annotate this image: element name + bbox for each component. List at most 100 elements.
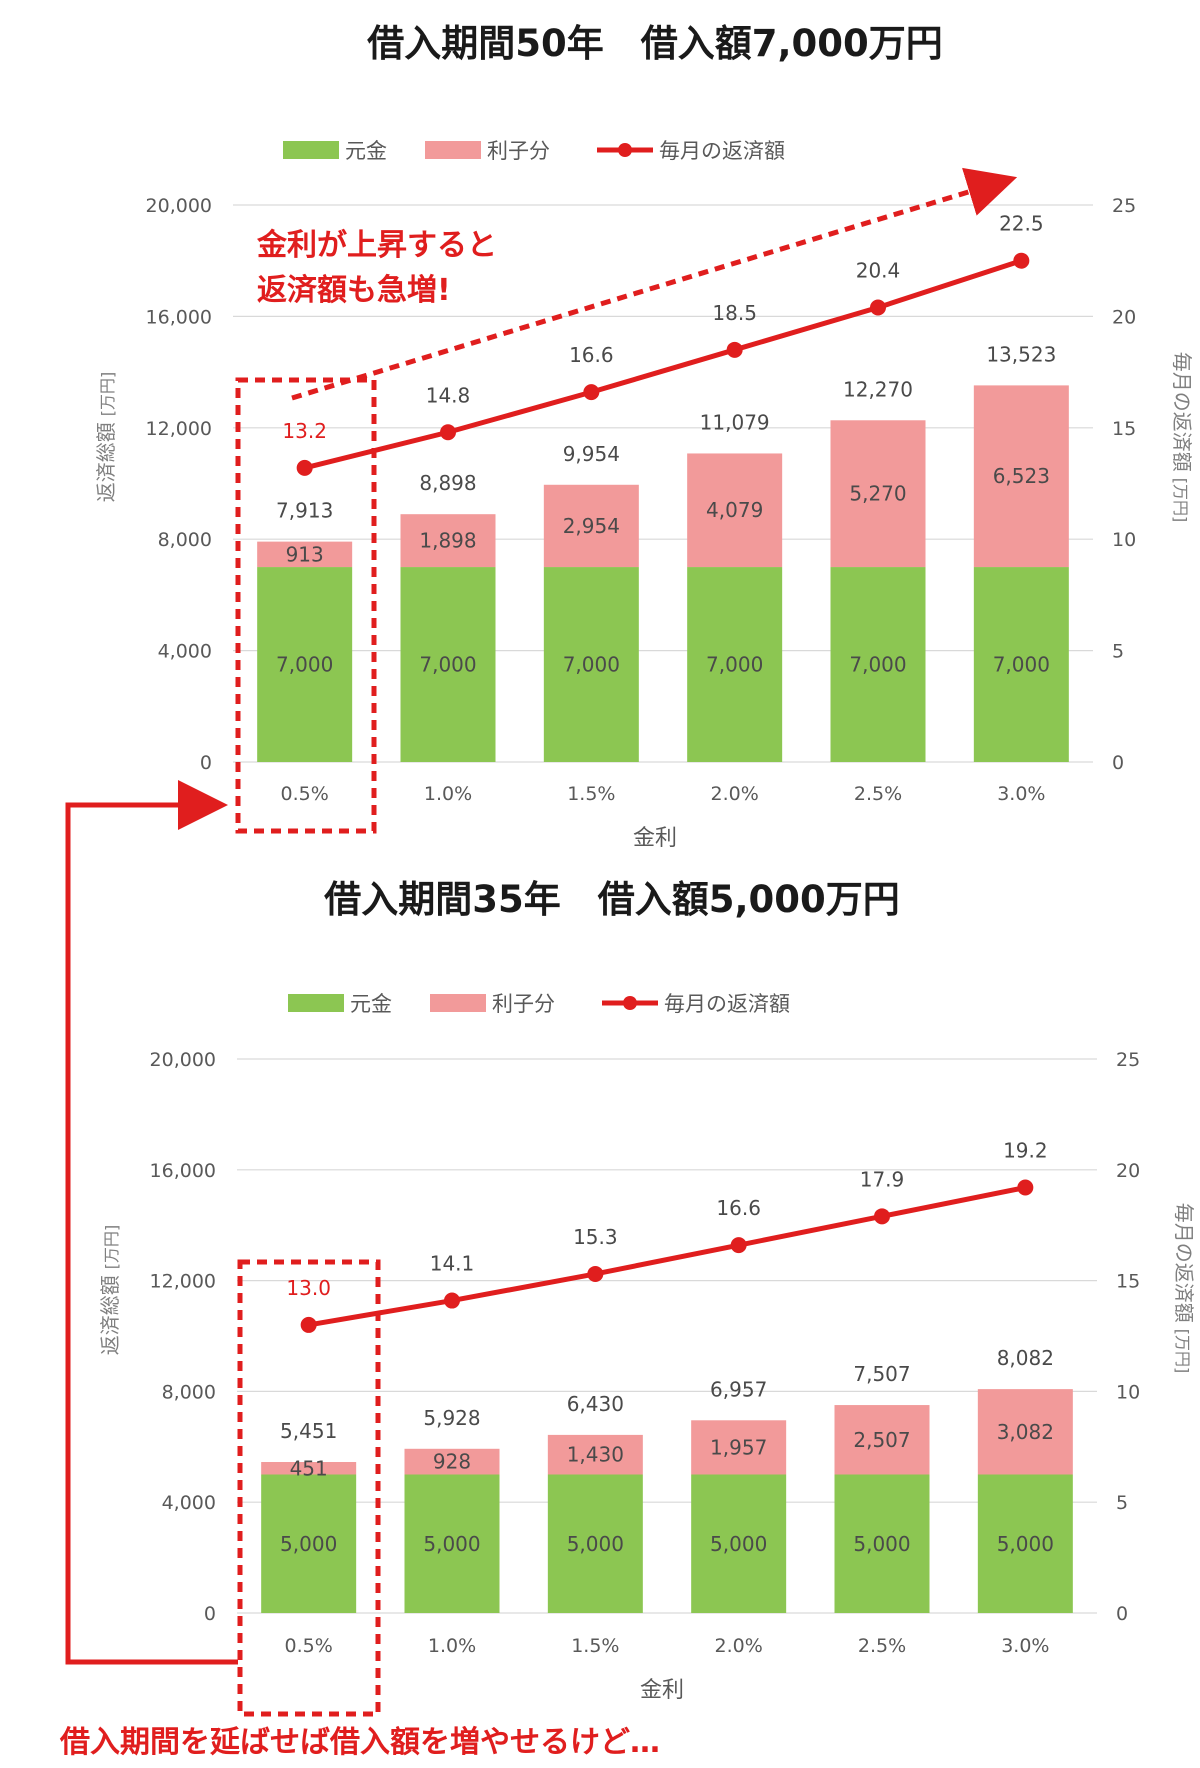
line-data-label: 22.5: [999, 212, 1044, 236]
y2-tick-label: 0: [1112, 752, 1124, 774]
y2-axis-title: 毎月の返済額[万円]: [1172, 1203, 1196, 1374]
legend-label: 利子分: [487, 139, 550, 163]
footer-note: 借入期間を延ばせば借入額を増やせるけど…: [59, 1725, 660, 1760]
chart-title: 借入期間35年 借入額5,000万円: [323, 878, 900, 921]
legend-label: 元金: [350, 992, 392, 1016]
interest-data-label: 451: [290, 1456, 328, 1480]
interest-data-label: 5,270: [849, 482, 906, 506]
line-point: [300, 1316, 317, 1333]
bar-principal: [257, 567, 353, 762]
x-tick-label: 2.5%: [858, 1635, 906, 1657]
y2-tick-label: 15: [1116, 1271, 1140, 1293]
total-data-label: 13,523: [986, 342, 1056, 366]
bar-principal: [834, 1474, 930, 1613]
bar-interest: [834, 1405, 930, 1475]
line-data-label: 20.4: [856, 258, 901, 282]
interest-data-label: 1,898: [419, 529, 476, 553]
y2-tick-label: 5: [1112, 641, 1124, 663]
y-tick-label: 12,000: [150, 1271, 216, 1293]
x-axis-title: 金利: [633, 826, 677, 851]
bar-interest: [691, 1420, 787, 1475]
line-data-label: 18.5: [712, 301, 757, 325]
line-data-label: 13.2: [282, 419, 327, 443]
line-point: [444, 1292, 460, 1309]
principal-data-label: 7,000: [276, 653, 333, 677]
y-axis-ticks: 0 4,000 8,000 12,000 16,000 20,000: [150, 1049, 216, 1625]
x-tick-label: 1.5%: [567, 783, 615, 805]
line-data-label: 19.2: [1003, 1139, 1048, 1163]
x-axis-title: 金利: [640, 1678, 684, 1703]
interest-data-label: 2,507: [853, 1428, 910, 1452]
line-point: [730, 1237, 747, 1254]
y2-tick-label: 20: [1116, 1160, 1140, 1182]
interest-data-label: 928: [433, 1450, 471, 1474]
x-tick-label: 3.0%: [1001, 1635, 1049, 1657]
x-tick-label: 1.5%: [571, 1635, 619, 1657]
line-data-label: 16.6: [569, 343, 614, 367]
y-tick-label: 20,000: [146, 195, 212, 217]
line-point: [1013, 252, 1030, 269]
total-data-label: 8,898: [419, 471, 476, 495]
y2-tick-label: 0: [1116, 1603, 1128, 1625]
y-axis-title: 返済総額[万円]: [98, 1225, 122, 1356]
line-point: [1017, 1179, 1034, 1196]
y-axis-title: 返済総額[万円]: [94, 372, 118, 503]
interest-data-label: 1,430: [567, 1443, 624, 1467]
y-tick-label: 20,000: [150, 1049, 216, 1071]
principal-data-label: 5,000: [567, 1532, 624, 1556]
legend: 元金 利子分 毎月の返済額: [288, 992, 790, 1016]
bar-interest: [547, 1434, 643, 1475]
total-data-label: 12,270: [843, 377, 913, 401]
total-data-label: 9,954: [563, 442, 620, 466]
legend-label: 元金: [345, 139, 387, 163]
y2-tick-label: 15: [1112, 418, 1136, 440]
bars: 7,000 913 7,913 7,000 1,898 8,898 7,000 2,954 9,…: [257, 342, 1069, 762]
gridlines: [237, 1058, 1097, 1614]
line-series: [308, 1185, 1026, 1328]
line-point: [726, 341, 743, 358]
y-tick-label: 8,000: [162, 1381, 216, 1403]
bar-interest: [400, 514, 496, 568]
chart-title: 借入期間50年 借入額7,000万円: [366, 22, 943, 65]
highlight-box: [237, 1259, 381, 1717]
line-point: [296, 459, 313, 476]
legend: 元金 利子分 毎月の返済額: [283, 139, 785, 163]
legend-label: 利子分: [492, 992, 555, 1016]
y2-tick-label: 10: [1116, 1381, 1140, 1403]
line-data-label: 14.1: [430, 1252, 475, 1276]
principal-data-label: 5,000: [423, 1532, 480, 1556]
total-data-label: 5,451: [280, 1419, 337, 1443]
y-tick-label: 0: [200, 752, 212, 774]
principal-data-label: 7,000: [706, 653, 763, 677]
bar-principal: [261, 1474, 357, 1613]
total-data-label: 6,430: [567, 1392, 624, 1416]
y-tick-label: 8,000: [158, 529, 212, 551]
legend-label: 毎月の返済額: [664, 992, 790, 1016]
y2-tick-label: 25: [1112, 195, 1136, 217]
bar-interest: [687, 453, 783, 568]
y-tick-label: 4,000: [162, 1492, 216, 1514]
line-data-label: 14.8: [426, 383, 471, 407]
line-point: [440, 424, 456, 441]
line-data-label: 15.3: [573, 1225, 618, 1249]
x-axis-ticks: 0.5% 1.0% 1.5% 2.0% 2.5% 3.0%: [285, 1635, 1050, 1657]
legend-swatch-marker: [623, 996, 637, 1010]
y2-axis-ticks: 0 5 10 15 20 25: [1112, 195, 1136, 774]
interest-data-label: 6,523: [993, 464, 1050, 488]
line-data-label: 17.9: [860, 1167, 905, 1191]
x-tick-label: 1.0%: [428, 1635, 476, 1657]
principal-data-label: 5,000: [280, 1532, 337, 1556]
y2-tick-label: 20: [1112, 306, 1136, 328]
interest-data-label: 3,082: [997, 1420, 1054, 1444]
x-tick-label: 2.5%: [854, 783, 902, 805]
bar-principal: [543, 567, 639, 762]
bar-interest: [977, 1389, 1073, 1475]
trend-arrow: [291, 167, 1018, 401]
y2-tick-label: 25: [1116, 1049, 1140, 1071]
interest-data-label: 4,079: [706, 498, 763, 522]
annotation-text: 金利が上昇すると 返済額も急増!: [256, 228, 507, 308]
bar-interest: [261, 1462, 357, 1475]
total-data-label: 7,507: [853, 1362, 910, 1386]
y-tick-label: 16,000: [150, 1160, 216, 1182]
line-data-label: 16.6: [716, 1196, 761, 1220]
